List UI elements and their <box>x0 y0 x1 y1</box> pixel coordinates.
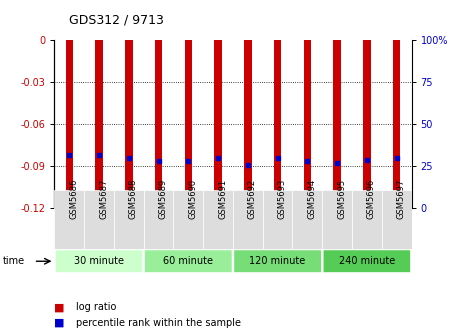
FancyBboxPatch shape <box>234 250 321 272</box>
Bar <box>66 40 73 208</box>
Text: GSM5686: GSM5686 <box>69 178 78 219</box>
Bar <box>363 40 370 208</box>
Text: GSM5687: GSM5687 <box>99 178 108 219</box>
Bar <box>322 190 352 249</box>
Text: 30 minute: 30 minute <box>74 256 124 266</box>
Text: GSM5696: GSM5696 <box>367 178 376 219</box>
Text: GSM5694: GSM5694 <box>307 179 316 219</box>
Text: GSM5693: GSM5693 <box>278 178 287 219</box>
Text: percentile rank within the sample: percentile rank within the sample <box>76 318 241 328</box>
Bar <box>244 40 252 201</box>
Text: ■: ■ <box>54 318 65 328</box>
Bar <box>184 40 192 208</box>
Bar <box>125 40 132 208</box>
Bar <box>203 190 233 249</box>
Bar <box>233 190 263 249</box>
Bar <box>292 190 322 249</box>
Bar <box>114 190 144 249</box>
FancyBboxPatch shape <box>55 250 143 272</box>
Text: 60 minute: 60 minute <box>163 256 213 266</box>
Text: ■: ■ <box>54 302 65 312</box>
FancyBboxPatch shape <box>323 250 411 272</box>
Text: 240 minute: 240 minute <box>339 256 395 266</box>
Text: GSM5692: GSM5692 <box>248 179 257 219</box>
Bar <box>144 190 174 249</box>
Bar <box>84 190 114 249</box>
Text: GSM5689: GSM5689 <box>158 178 167 219</box>
Text: GSM5690: GSM5690 <box>188 179 197 219</box>
Bar <box>96 40 103 208</box>
Text: GSM5688: GSM5688 <box>129 178 138 219</box>
Bar <box>54 190 84 249</box>
Bar <box>214 40 222 208</box>
Text: GSM5697: GSM5697 <box>397 178 406 219</box>
FancyBboxPatch shape <box>145 250 232 272</box>
Bar <box>352 190 382 249</box>
Bar <box>274 40 281 208</box>
Text: GSM5695: GSM5695 <box>337 179 346 219</box>
Text: log ratio: log ratio <box>76 302 116 312</box>
Text: GSM5691: GSM5691 <box>218 179 227 219</box>
Text: time: time <box>2 256 25 266</box>
Text: 120 minute: 120 minute <box>249 256 306 266</box>
Bar <box>263 190 292 249</box>
Bar <box>382 190 412 249</box>
Bar <box>155 40 162 208</box>
Bar <box>304 40 311 208</box>
Bar <box>333 40 341 208</box>
Bar <box>393 40 400 208</box>
Bar <box>174 190 203 249</box>
Text: GDS312 / 9713: GDS312 / 9713 <box>69 14 164 27</box>
